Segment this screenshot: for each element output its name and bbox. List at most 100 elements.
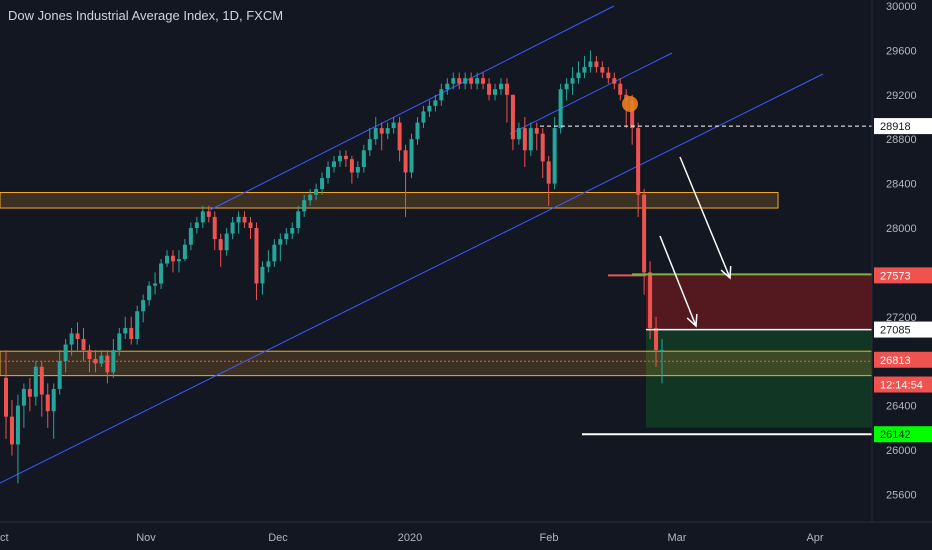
candle-body (153, 283, 158, 286)
candle-body (9, 416, 14, 445)
candle-body (159, 263, 164, 284)
candle-body (93, 358, 98, 364)
candle-body (4, 377, 8, 417)
candle-body (224, 233, 229, 251)
candle-body (594, 61, 599, 68)
candle-body (141, 300, 146, 312)
candle-body (230, 222, 235, 234)
resistance-zone (0, 191, 779, 209)
y-tick-label: 30000 (886, 1, 917, 13)
candle-body (433, 100, 438, 106)
candle-body (15, 405, 20, 445)
y-tick-label: 26400 (886, 401, 917, 413)
candle-body (475, 78, 480, 84)
candle-body (266, 261, 271, 267)
candle-body (39, 366, 44, 395)
candle-body (135, 311, 140, 339)
candle-body (528, 128, 533, 151)
signal-marker (622, 96, 638, 112)
candle-body (469, 78, 474, 84)
arrow-2-head (686, 313, 698, 328)
candle-body (481, 78, 486, 84)
candle-body (45, 394, 50, 412)
price-tag-label: 12:14:54 (880, 380, 923, 392)
candle-body (403, 150, 408, 173)
arrow-1 (679, 156, 731, 279)
candle-body (439, 89, 444, 101)
price-tag-label: 27573 (880, 270, 911, 282)
price-tag (874, 321, 932, 338)
price-tag (874, 267, 932, 284)
candle-body (618, 83, 623, 95)
candle-body (642, 194, 647, 273)
price-tag-label: 27085 (880, 325, 911, 337)
candle-body (272, 244, 277, 262)
candle-body (337, 155, 342, 162)
price-tag (874, 118, 932, 135)
channel-upper (209, 5, 615, 211)
chart-title: Dow Jones Industrial Average Index, 1D, … (8, 8, 284, 23)
candle-body (117, 333, 122, 351)
candle-body (648, 272, 653, 328)
candle-body (21, 388, 26, 406)
price-tag-label: 26813 (880, 355, 911, 367)
candle-body (421, 111, 426, 123)
candle-body (176, 259, 181, 262)
price-tag (874, 376, 932, 393)
candle-body (576, 72, 581, 79)
candle-body (290, 228, 295, 234)
candle-body (588, 61, 593, 68)
price-tag-label: 28918 (880, 121, 911, 133)
candle-body (314, 189, 319, 195)
candle-body (206, 211, 211, 217)
candle-body (296, 211, 301, 228)
candle-body (105, 355, 110, 373)
time-axis (0, 522, 932, 550)
candle-body (248, 222, 253, 228)
candle-body (75, 333, 80, 339)
candle-body (654, 327, 659, 351)
candle-body (367, 139, 372, 151)
candle-body (27, 388, 32, 397)
candle-body (51, 388, 56, 412)
candle-body (218, 239, 223, 251)
candle-body (487, 83, 492, 95)
candle-body (129, 327, 134, 339)
candle-body (630, 100, 635, 129)
candle-body (451, 78, 456, 84)
y-tick-label: 29200 (886, 90, 917, 102)
x-tick-label: Feb (540, 532, 559, 544)
y-tick-label: 28800 (886, 134, 917, 146)
candle-body (582, 67, 587, 73)
take-profit-zone (646, 329, 872, 428)
candle-body (188, 228, 193, 245)
y-tick-label: 28000 (886, 223, 917, 235)
candle-body (87, 350, 92, 359)
channel-middle (509, 52, 673, 135)
candle-body (170, 255, 175, 262)
price-tag (874, 426, 932, 443)
candle-body (33, 366, 38, 397)
candle-body (236, 216, 241, 223)
candle-body (63, 344, 68, 362)
channel-lower (0, 73, 824, 484)
candle-body (254, 228, 259, 284)
candle-body (510, 94, 515, 140)
candle-body (606, 72, 611, 79)
candle-body (147, 285, 152, 301)
candle-body (343, 155, 348, 160)
candle-body (516, 128, 521, 140)
y-tick-label: 27200 (886, 312, 917, 324)
candle-body (493, 89, 498, 95)
candle-body (165, 255, 170, 264)
candle-body (636, 128, 641, 195)
x-tick-label: Oct (0, 532, 9, 544)
candle-body (194, 222, 199, 228)
candle-body (373, 128, 378, 140)
x-tick-label: Mar (668, 532, 687, 544)
candle-body (361, 150, 366, 167)
candle-body (534, 128, 539, 134)
candle-body (397, 122, 402, 151)
candle-body (427, 105, 432, 112)
